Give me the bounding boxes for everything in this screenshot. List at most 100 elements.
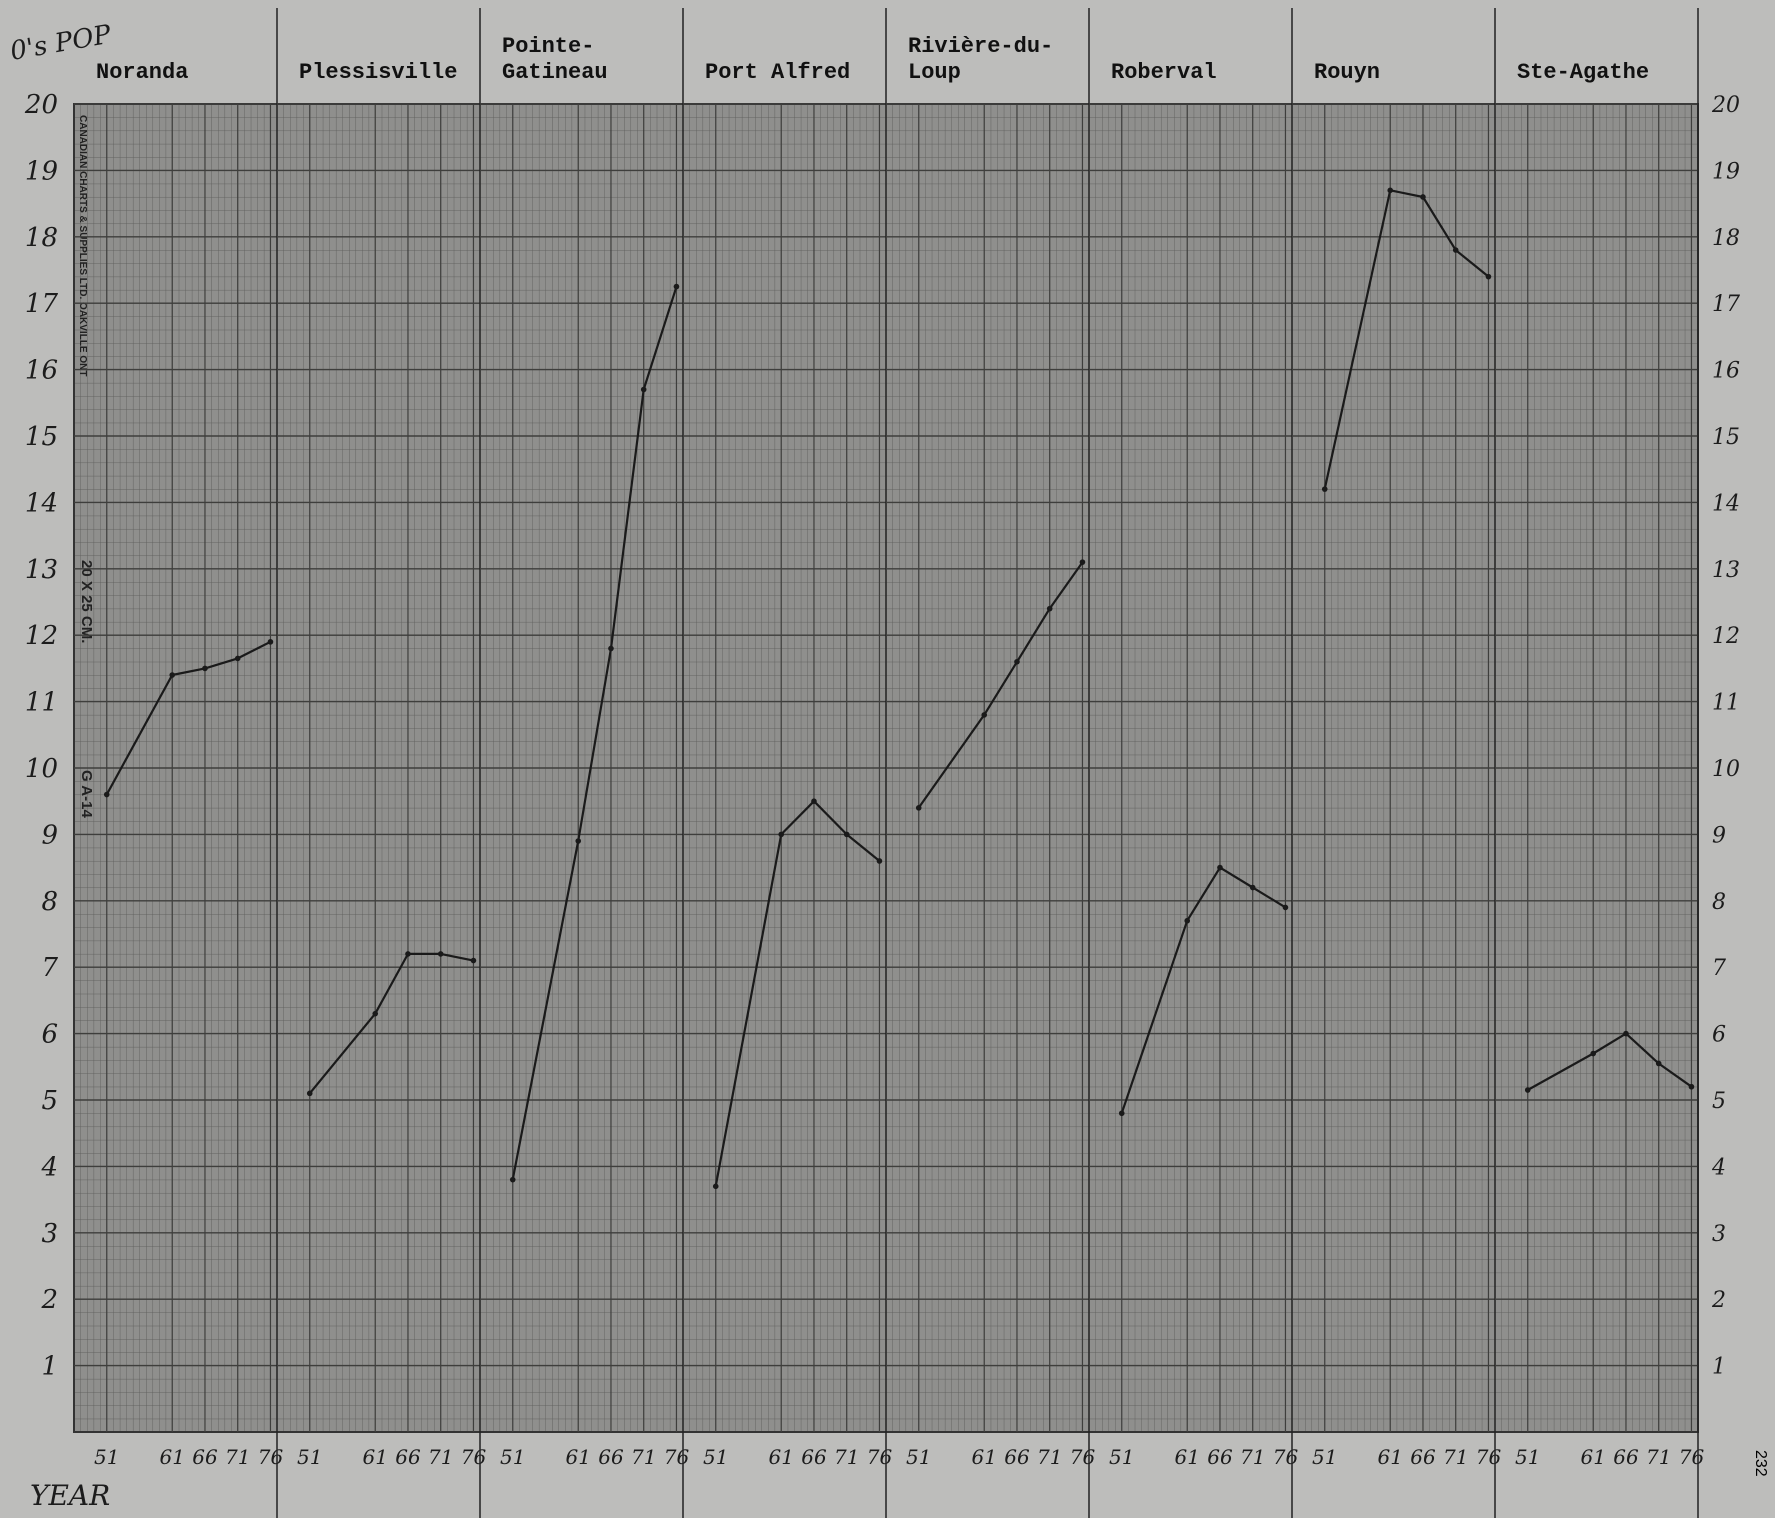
x-tick-label: 61 xyxy=(1174,1445,1199,1469)
x-tick-label: 66 xyxy=(1613,1445,1639,1469)
panel-title: Port Alfred xyxy=(705,60,851,85)
x-tick-label: 71 xyxy=(1443,1445,1468,1469)
y-tick-label: 9 xyxy=(41,820,58,850)
data-point xyxy=(981,712,988,718)
panel-title: Roberval xyxy=(1111,60,1217,85)
x-tick-label: 51 xyxy=(1515,1445,1540,1469)
y-tick-label: 2 xyxy=(1711,1288,1726,1313)
data-point xyxy=(437,951,444,957)
x-tick-label: 76 xyxy=(1476,1445,1502,1469)
data-point xyxy=(778,831,785,838)
y-tick-label: 7 xyxy=(41,953,58,983)
x-tick-label: 51 xyxy=(94,1445,119,1469)
y-tick-label: 4 xyxy=(1711,1155,1726,1180)
page-number: 232 xyxy=(1752,1450,1769,1477)
x-tick-label: 71 xyxy=(225,1445,250,1469)
y-tick-label: 17 xyxy=(1712,292,1740,317)
y-tick-label: 10 xyxy=(25,754,58,784)
paper-note: CANADIAN CHARTS & SUPPLIES LTD. OAKVILLE… xyxy=(77,115,88,376)
x-tick-label: 66 xyxy=(801,1445,827,1469)
x-tick-label: 51 xyxy=(500,1445,525,1469)
y-tick-label: 18 xyxy=(25,223,58,253)
data-point xyxy=(1420,194,1426,200)
data-point xyxy=(811,798,817,804)
x-tick-label: 71 xyxy=(428,1445,453,1469)
y-tick-label: 2 xyxy=(40,1285,58,1315)
y-tick-label: 14 xyxy=(25,488,58,518)
y-tick-label: 12 xyxy=(25,621,58,651)
y-tick-label: 6 xyxy=(1712,1023,1726,1048)
panel-title: Rouyn xyxy=(1314,60,1381,85)
data-point xyxy=(509,1176,516,1183)
x-tick-label: 66 xyxy=(1004,1445,1030,1469)
data-point xyxy=(915,805,922,811)
data-point xyxy=(169,672,176,678)
panel-title: Noranda xyxy=(96,60,189,85)
x-tick-label: 51 xyxy=(1109,1445,1134,1469)
y-tick-label: 10 xyxy=(1712,757,1740,782)
y-tick-label: 8 xyxy=(41,887,58,917)
y-tick-label: 5 xyxy=(1712,1089,1726,1114)
x-tick-label: 71 xyxy=(1240,1445,1265,1469)
panel-title: Ste-Agathe xyxy=(1517,60,1650,85)
data-point xyxy=(267,639,274,645)
data-point xyxy=(405,951,411,957)
y-tick-label: 5 xyxy=(41,1086,58,1116)
x-tick-label: 76 xyxy=(867,1445,893,1469)
panel-title: Plessisville xyxy=(299,60,458,85)
y-tick-label: 16 xyxy=(25,356,58,386)
data-point xyxy=(1590,1050,1597,1057)
data-point xyxy=(1184,917,1191,924)
x-tick-label: 71 xyxy=(631,1445,656,1469)
x-tick-label: 61 xyxy=(1580,1445,1605,1469)
x-tick-label: 51 xyxy=(297,1445,322,1469)
y-tick-label: 1 xyxy=(41,1352,58,1382)
panel-title: Pointe- Gatineau xyxy=(502,34,608,85)
x-tick-label: 76 xyxy=(1273,1445,1299,1469)
y-tick-label: 12 xyxy=(1712,624,1740,649)
x-tick-label: 61 xyxy=(159,1445,184,1469)
x-tick-label: 71 xyxy=(1037,1445,1062,1469)
y-tick-label: 14 xyxy=(1712,491,1740,516)
x-tick-label: 76 xyxy=(1070,1445,1096,1469)
y-tick-label: 18 xyxy=(1712,226,1740,251)
x-tick-label: 71 xyxy=(1646,1445,1671,1469)
data-point xyxy=(1321,486,1328,492)
panel-title: Rivière-du- Loup xyxy=(908,34,1054,85)
x-tick-label: 66 xyxy=(192,1445,218,1469)
x-tick-label: 66 xyxy=(1207,1445,1233,1469)
data-point xyxy=(1623,1030,1629,1037)
data-point xyxy=(1282,904,1289,911)
y-tick-label: 15 xyxy=(1712,425,1740,450)
x-tick-label: 76 xyxy=(1679,1445,1705,1469)
data-point xyxy=(470,957,477,964)
y-tick-label: 11 xyxy=(1712,691,1740,716)
y-tick-label: 7 xyxy=(1712,956,1726,981)
x-tick-label: 51 xyxy=(1312,1445,1337,1469)
data-point xyxy=(843,831,850,838)
data-point xyxy=(608,645,614,652)
data-point xyxy=(673,283,680,290)
x-tick-label: 51 xyxy=(703,1445,728,1469)
x-tick-label: 76 xyxy=(258,1445,284,1469)
x-axis-label: YEAR xyxy=(30,1479,110,1512)
data-point xyxy=(306,1090,313,1097)
data-point xyxy=(1014,658,1020,665)
data-point xyxy=(1217,864,1223,871)
y-tick-label: 11 xyxy=(25,688,58,718)
data-point xyxy=(234,655,241,662)
data-point xyxy=(1452,247,1459,253)
y-tick-label: 6 xyxy=(41,1020,58,1050)
data-point xyxy=(1485,273,1492,280)
y-tick-label: 8 xyxy=(1712,890,1726,915)
x-tick-label: 66 xyxy=(395,1445,421,1469)
data-point xyxy=(1118,1110,1125,1117)
x-tick-label: 61 xyxy=(565,1445,590,1469)
data-point xyxy=(1046,605,1053,612)
x-tick-label: 61 xyxy=(768,1445,793,1469)
x-tick-label: 76 xyxy=(664,1445,690,1469)
data-point xyxy=(712,1183,719,1190)
y-tick-label: 20 xyxy=(1711,93,1740,118)
y-tick-label: 15 xyxy=(25,422,58,452)
